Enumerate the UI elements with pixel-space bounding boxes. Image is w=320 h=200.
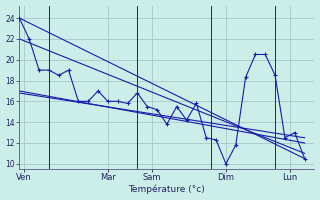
X-axis label: Température (°c): Température (°c) [129,185,205,194]
